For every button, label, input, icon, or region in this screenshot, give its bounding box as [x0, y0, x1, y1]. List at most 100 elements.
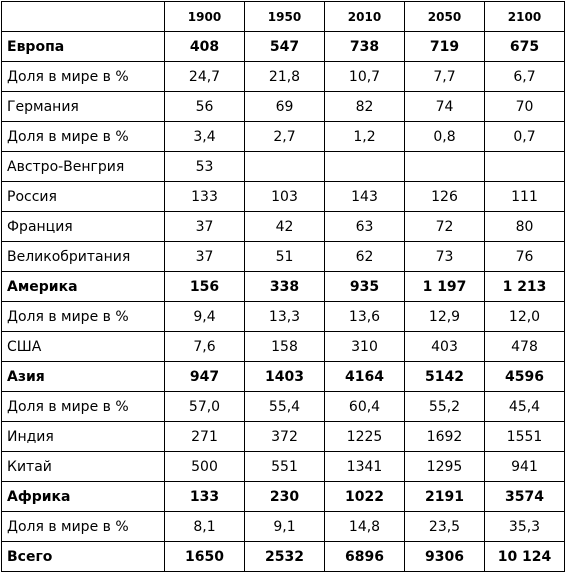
table-cell: 935 [324, 271, 405, 302]
table-row: Доля в мире в % 8,1 9,1 14,8 23,5 35,3 [1, 511, 565, 542]
table-cell: 551 [244, 451, 325, 482]
table-cell: 62 [324, 241, 405, 272]
table-cell: 2,7 [244, 121, 325, 152]
row-label: Доля в мире в % [1, 61, 165, 92]
header-cell: 2010 [324, 1, 405, 32]
table-cell: 1,2 [324, 121, 405, 152]
table-cell: 13,3 [244, 301, 325, 332]
table-cell: 158 [244, 331, 325, 362]
table-cell: 271 [164, 421, 245, 452]
table-row: Европа 408 547 738 719 675 [1, 31, 565, 62]
row-label: Россия [1, 181, 165, 212]
table-cell [404, 151, 485, 182]
table-cell: 111 [484, 181, 565, 212]
table-cell: 156 [164, 271, 245, 302]
table-cell [244, 151, 325, 182]
table-cell: 9306 [404, 541, 485, 572]
table-cell: 1403 [244, 361, 325, 392]
table-cell: 143 [324, 181, 405, 212]
table-cell: 230 [244, 481, 325, 512]
table-cell: 51 [244, 241, 325, 272]
table-cell: 7,7 [404, 61, 485, 92]
table-cell: 1341 [324, 451, 405, 482]
row-label: Индия [1, 421, 165, 452]
table-cell: 80 [484, 211, 565, 242]
table-cell: 8,1 [164, 511, 245, 542]
table-cell: 1 197 [404, 271, 485, 302]
table-cell: 1022 [324, 481, 405, 512]
row-label: Европа [1, 31, 165, 62]
table-cell: 0,8 [404, 121, 485, 152]
table-cell: 23,5 [404, 511, 485, 542]
row-label: Африка [1, 481, 165, 512]
table-cell: 1650 [164, 541, 245, 572]
table-cell: 56 [164, 91, 245, 122]
table-row: Австро-Венгрия 53 [1, 151, 565, 182]
table-cell: 372 [244, 421, 325, 452]
table-row: Всего 1650 2532 6896 9306 10 124 [1, 541, 565, 572]
table-cell: 14,8 [324, 511, 405, 542]
table-cell [484, 151, 565, 182]
table-cell: 69 [244, 91, 325, 122]
table-row: Доля в мире в % 3,4 2,7 1,2 0,8 0,7 [1, 121, 565, 152]
table-row: США 7,6 158 310 403 478 [1, 331, 565, 362]
table-row: Америка 156 338 935 1 197 1 213 [1, 271, 565, 302]
row-label: Доля в мире в % [1, 121, 165, 152]
table-cell: 103 [244, 181, 325, 212]
table-cell: 1551 [484, 421, 565, 452]
table-cell: 133 [164, 481, 245, 512]
row-label: Германия [1, 91, 165, 122]
table-cell: 1225 [324, 421, 405, 452]
table-cell: 63 [324, 211, 405, 242]
table-cell: 6896 [324, 541, 405, 572]
table-cell: 73 [404, 241, 485, 272]
table-cell: 70 [484, 91, 565, 122]
table-cell: 7,6 [164, 331, 245, 362]
table-cell: 0,7 [484, 121, 565, 152]
table-cell: 53 [164, 151, 245, 182]
table-row: Россия 133 103 143 126 111 [1, 181, 565, 212]
table-cell: 45,4 [484, 391, 565, 422]
header-cell: 2050 [404, 1, 485, 32]
row-label: Доля в мире в % [1, 511, 165, 542]
table-body: Европа 408 547 738 719 675 Доля в мире в % 24,7… [1, 31, 565, 572]
header-cell: 1900 [164, 1, 245, 32]
table-cell: 1 213 [484, 271, 565, 302]
table-cell: 12,9 [404, 301, 485, 332]
table-cell: 57,0 [164, 391, 245, 422]
table-cell: 37 [164, 241, 245, 272]
table-cell: 24,7 [164, 61, 245, 92]
row-label: Великобритания [1, 241, 165, 272]
table-cell: 13,6 [324, 301, 405, 332]
table-cell: 738 [324, 31, 405, 62]
table-cell: 72 [404, 211, 485, 242]
table-cell: 37 [164, 211, 245, 242]
table-cell: 403 [404, 331, 485, 362]
table-cell: 35,3 [484, 511, 565, 542]
table-cell: 74 [404, 91, 485, 122]
table-row: Германия 56 69 82 74 70 [1, 91, 565, 122]
header-cell: 2100 [484, 1, 565, 32]
table-cell: 478 [484, 331, 565, 362]
row-label: Австро-Венгрия [1, 151, 165, 182]
table-row: Доля в мире в % 24,7 21,8 10,7 7,7 6,7 [1, 61, 565, 92]
table-cell: 42 [244, 211, 325, 242]
table-cell: 55,2 [404, 391, 485, 422]
table-cell: 719 [404, 31, 485, 62]
table-cell: 12,0 [484, 301, 565, 332]
row-label: Азия [1, 361, 165, 392]
table-cell: 5142 [404, 361, 485, 392]
row-label: США [1, 331, 165, 362]
table-cell: 9,4 [164, 301, 245, 332]
header-cell [1, 1, 165, 32]
row-label: Китай [1, 451, 165, 482]
table-cell: 947 [164, 361, 245, 392]
table-cell: 10,7 [324, 61, 405, 92]
table-cell: 4596 [484, 361, 565, 392]
table-cell: 1295 [404, 451, 485, 482]
table-row: Великобритания 37 51 62 73 76 [1, 241, 565, 272]
table-row: Китай 500 551 1341 1295 941 [1, 451, 565, 482]
table-cell: 1692 [404, 421, 485, 452]
row-label: Всего [1, 541, 165, 572]
table-cell: 547 [244, 31, 325, 62]
